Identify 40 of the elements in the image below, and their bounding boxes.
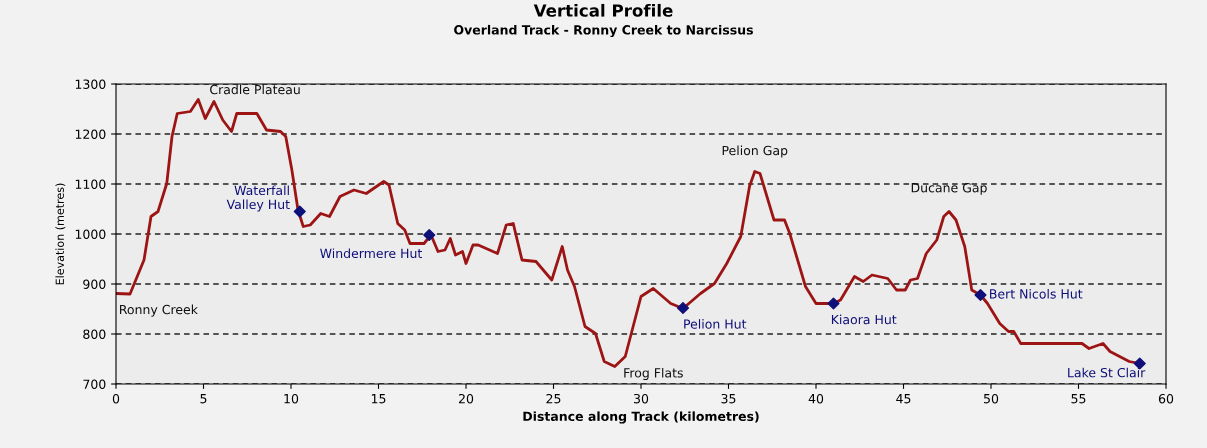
data-label: Windermere Hut	[320, 248, 423, 259]
annotation: Ronny Creek	[120, 304, 198, 317]
x-tick-label: 40	[808, 393, 824, 404]
x-tick-label: 50	[984, 393, 999, 404]
data-label: Waterfall Valley Hut	[226, 185, 290, 212]
x-tick-label: 55	[1071, 394, 1086, 404]
data-label: Kiaora Hut	[831, 314, 897, 325]
y-axis-title: Elevation (metres)	[55, 183, 66, 285]
x-tick-label: 5	[200, 394, 207, 404]
point	[827, 297, 840, 310]
data-label: Bert Nicols Hut	[990, 288, 1083, 299]
point	[676, 301, 690, 315]
annotation: Pelion Gap	[722, 145, 788, 158]
annotation: Ducane Gap	[911, 182, 987, 195]
y-tick-label: 900	[83, 279, 106, 289]
annotation: Frog Flats	[624, 367, 683, 380]
x-tick-label: 25	[546, 393, 561, 404]
x-axis-title: Distance along Track (kilometres)	[523, 411, 759, 424]
y-tick-label: 1300	[75, 79, 106, 89]
chart-subtitle: Overland Track - Ronny Creek to Narcissus	[454, 24, 753, 38]
x-tick-label: 20	[458, 393, 474, 404]
x-tick-label: 45	[896, 394, 911, 404]
x-tick-label: 0	[112, 393, 120, 404]
data-label: Pelion Hut	[684, 319, 747, 329]
point	[974, 288, 987, 302]
chart-title: Vertical Profile	[533, 3, 673, 17]
x-tick-label: 35	[721, 393, 736, 404]
y-tick-label: 1100	[75, 179, 106, 189]
y-tick-label: 1000	[75, 229, 106, 239]
data-label: Lake St Clair	[1068, 367, 1146, 378]
point	[423, 228, 436, 242]
y-tick-label: 1200	[75, 129, 106, 139]
annotation: Cradle Plateau	[210, 84, 300, 95]
x-tick-label: 60	[1158, 393, 1174, 404]
y-tick-label: 700	[83, 379, 106, 389]
y-tick-label: 800	[83, 329, 106, 339]
x-tick-label: 30	[634, 393, 649, 404]
x-tick-label: 10	[284, 393, 299, 404]
x-tick-label: 15	[371, 394, 386, 404]
point	[293, 205, 306, 218]
